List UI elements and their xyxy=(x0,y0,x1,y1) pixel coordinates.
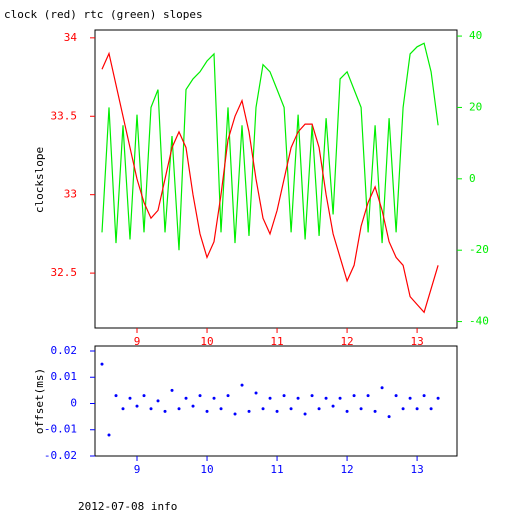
x-tick-label: 13 xyxy=(410,463,423,476)
point xyxy=(317,407,321,411)
x-tick-label: 12 xyxy=(340,335,353,348)
point xyxy=(401,407,405,411)
x-tick-label: 10 xyxy=(200,335,213,348)
point xyxy=(170,388,174,392)
chart-title: clock (red) rtc (green) slopes xyxy=(4,8,203,21)
point xyxy=(387,415,391,419)
point xyxy=(156,399,160,403)
point xyxy=(408,396,412,400)
y-tick-label: 34 xyxy=(64,31,78,44)
point xyxy=(163,409,167,413)
plot-frame xyxy=(94,345,458,457)
y-tick-label: -0.01 xyxy=(44,423,77,436)
point xyxy=(373,409,377,413)
y-tick-label: 33.5 xyxy=(51,109,78,122)
point xyxy=(191,404,195,408)
y2-tick-label: 20 xyxy=(469,100,482,113)
point xyxy=(366,394,370,398)
y2-tick-label: 0 xyxy=(469,172,476,185)
point xyxy=(226,394,230,398)
point xyxy=(282,394,286,398)
point xyxy=(338,396,342,400)
x-tick-label: 9 xyxy=(134,335,141,348)
point xyxy=(436,396,440,400)
y-tick-label: 33 xyxy=(64,188,77,201)
point xyxy=(359,407,363,411)
point xyxy=(289,407,293,411)
footer: 2012-07-08 info xyxy=(78,500,177,512)
x-tick-label: 13 xyxy=(410,335,423,348)
x-tick-label: 10 xyxy=(200,463,213,476)
plot-frame xyxy=(94,29,458,329)
point xyxy=(107,433,111,437)
y-tick-label: 0 xyxy=(70,396,77,409)
y-axis-label: clockslope xyxy=(33,147,46,213)
point xyxy=(296,396,300,400)
point xyxy=(429,407,433,411)
point xyxy=(345,409,349,413)
point xyxy=(100,362,104,366)
point xyxy=(184,396,188,400)
point xyxy=(247,409,251,413)
point xyxy=(219,407,223,411)
point xyxy=(415,407,419,411)
y-tick-label: 32.5 xyxy=(51,266,78,279)
y-tick-label: -0.02 xyxy=(44,449,77,462)
point xyxy=(128,396,132,400)
point xyxy=(114,394,118,398)
point xyxy=(205,409,209,413)
x-tick-label: 11 xyxy=(270,335,283,348)
point xyxy=(324,396,328,400)
point xyxy=(261,407,265,411)
x-tick-label: 12 xyxy=(340,463,353,476)
y-tick-label: 0.01 xyxy=(51,370,78,383)
point xyxy=(394,394,398,398)
y2-tick-label: -20 xyxy=(469,243,489,256)
point xyxy=(380,386,384,390)
point xyxy=(121,407,125,411)
series-line xyxy=(101,42,439,251)
point xyxy=(275,409,279,413)
point xyxy=(177,407,181,411)
point xyxy=(331,404,335,408)
point xyxy=(135,404,139,408)
point xyxy=(149,407,153,411)
point xyxy=(198,394,202,398)
x-tick-label: 11 xyxy=(270,463,283,476)
y-axis-label: offset(ms) xyxy=(33,368,46,434)
point xyxy=(268,396,272,400)
point xyxy=(240,383,244,387)
x-tick-label: 9 xyxy=(134,463,141,476)
point xyxy=(352,394,356,398)
y2-tick-label: -40 xyxy=(469,315,489,328)
y2-tick-label: 40 xyxy=(469,29,482,42)
series-line xyxy=(101,51,439,314)
y-tick-label: 0.02 xyxy=(51,344,78,357)
point xyxy=(303,412,307,416)
point xyxy=(233,412,237,416)
point xyxy=(142,394,146,398)
point xyxy=(212,396,216,400)
point xyxy=(310,394,314,398)
point xyxy=(422,394,426,398)
point xyxy=(254,391,258,395)
